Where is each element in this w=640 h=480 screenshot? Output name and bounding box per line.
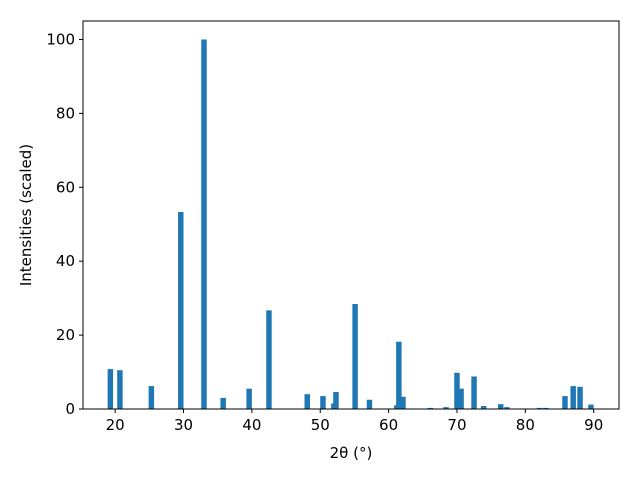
bar xyxy=(178,212,184,409)
bar xyxy=(366,399,373,409)
bar xyxy=(107,369,114,409)
bar xyxy=(400,396,406,409)
bar xyxy=(497,404,504,409)
bar xyxy=(454,372,460,409)
bar xyxy=(536,407,543,409)
x-tick-label: 60 xyxy=(379,416,398,434)
bar xyxy=(443,407,449,409)
plot-frame xyxy=(82,20,620,410)
y-axis-label: Intensities (scaled) xyxy=(17,144,35,286)
bar xyxy=(266,310,272,409)
y-tick-label: 40 xyxy=(56,252,75,270)
bar xyxy=(148,386,155,409)
y-tick-label: 0 xyxy=(65,400,75,418)
x-tick-label: 80 xyxy=(516,416,535,434)
y-tick-label: 20 xyxy=(56,326,75,344)
y-tick-label: 100 xyxy=(46,30,75,48)
x-tick-label: 50 xyxy=(311,416,330,434)
bar xyxy=(588,404,594,409)
bar xyxy=(201,39,207,409)
bar xyxy=(458,388,464,409)
bar xyxy=(543,407,549,409)
bar xyxy=(577,386,583,409)
x-tick-label: 20 xyxy=(106,416,125,434)
bar xyxy=(352,304,358,409)
bar xyxy=(333,392,339,409)
bar xyxy=(504,407,510,409)
bar xyxy=(304,394,310,409)
y-tick-label: 60 xyxy=(56,178,75,196)
bar xyxy=(562,396,568,409)
bar xyxy=(427,407,434,409)
bar xyxy=(320,396,326,409)
bar xyxy=(220,397,226,409)
x-tick-label: 70 xyxy=(447,416,466,434)
bar xyxy=(396,341,402,409)
x-axis-label: 2θ (°) xyxy=(330,444,373,462)
x-tick-label: 40 xyxy=(242,416,261,434)
bar xyxy=(570,386,576,409)
y-tick-label: 80 xyxy=(56,104,75,122)
bar xyxy=(471,376,477,409)
x-tick-label: 30 xyxy=(174,416,193,434)
bar xyxy=(246,388,252,409)
x-tick-label: 90 xyxy=(584,416,603,434)
bar xyxy=(480,406,487,409)
bar xyxy=(117,370,123,409)
